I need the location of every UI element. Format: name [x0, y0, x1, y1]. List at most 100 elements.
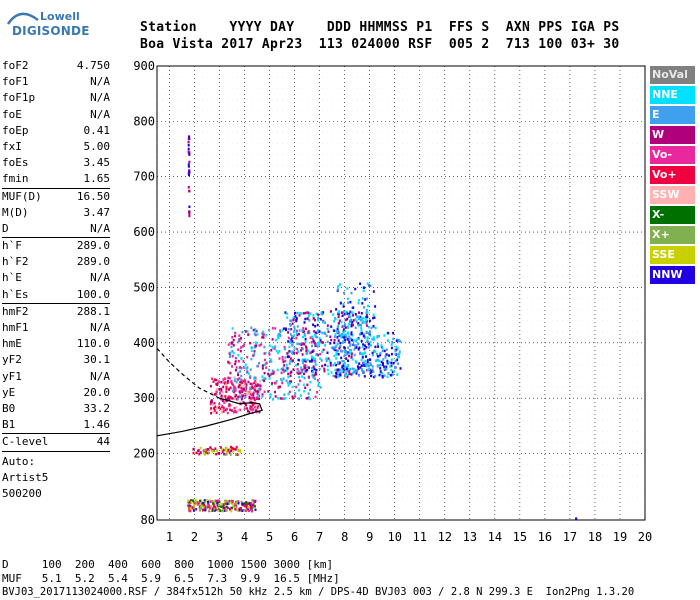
echo-point: [245, 383, 248, 386]
echo-point: [240, 386, 243, 390]
echo-point: [294, 311, 296, 315]
echo-point: [324, 363, 327, 367]
echo-point: [318, 367, 321, 371]
echo-point: [350, 349, 352, 352]
echo-point: [342, 330, 345, 333]
echo-point: [295, 336, 298, 340]
echo-point: [343, 310, 346, 314]
param-value: 3.45: [83, 156, 111, 170]
param-value: 1.46: [83, 418, 111, 432]
echo-point: [206, 499, 209, 502]
echo-point: [304, 358, 307, 361]
echo-point: [211, 507, 214, 510]
echo-point: [283, 364, 286, 367]
echo-point: [337, 360, 339, 364]
echo-point: [249, 341, 252, 345]
param-label: B1: [2, 418, 16, 432]
echo-point: [358, 346, 361, 349]
echo-point: [363, 286, 366, 289]
echo-point: [230, 445, 232, 449]
echo-point: [298, 314, 301, 317]
echo-point: [308, 360, 311, 363]
echo-point: [337, 339, 340, 342]
echo-point: [251, 505, 254, 509]
echo-point: [226, 407, 228, 411]
echo-point: [352, 314, 354, 317]
echo-point: [351, 358, 354, 361]
echo-point: [303, 333, 306, 336]
echo-point: [275, 380, 278, 383]
echo-point: [386, 375, 389, 378]
echo-point: [231, 354, 234, 358]
echo-point: [250, 349, 253, 352]
echo-point: [340, 320, 343, 324]
param-row: B1 1.46: [2, 417, 110, 433]
echo-point: [288, 323, 291, 326]
echo-point: [359, 351, 362, 355]
echo-point: [335, 375, 338, 379]
echo-point: [223, 500, 226, 504]
echo-point: [392, 362, 395, 365]
echo-point: [307, 396, 310, 399]
echo-point: [346, 338, 349, 341]
echo-point: [237, 500, 240, 503]
echo-point: [317, 353, 319, 357]
echo-point: [334, 317, 337, 321]
echo-point: [304, 337, 307, 341]
y-tick-label: 800: [133, 114, 155, 128]
echo-point: [285, 328, 287, 332]
echo-point: [225, 453, 228, 456]
echo-point: [238, 339, 241, 342]
echo-point: [249, 397, 252, 400]
echo-point: [269, 373, 272, 376]
echo-point: [258, 397, 261, 401]
echo-point: [284, 356, 287, 359]
echo-point: [360, 339, 363, 343]
echo-point: [187, 140, 190, 144]
echo-point: [319, 318, 322, 321]
echo-point: [229, 386, 232, 389]
echo-point: [269, 393, 272, 396]
echo-point: [362, 289, 365, 292]
echo-cluster: [187, 135, 191, 218]
echo-point: [250, 346, 253, 349]
echo-point: [309, 388, 312, 392]
echo-point: [230, 449, 233, 452]
echo-point: [326, 368, 329, 372]
echo-point: [342, 370, 345, 374]
echo-point: [251, 383, 254, 386]
echo-point: [256, 333, 259, 336]
echo-point: [344, 323, 347, 326]
echo-point: [370, 326, 373, 330]
param-row: M(D) 3.47: [2, 205, 110, 221]
echo-point: [252, 392, 255, 396]
echo-point: [279, 330, 282, 334]
echo-point: [213, 409, 216, 412]
echo-point: [222, 505, 225, 508]
param-row: hmE 110.0: [2, 336, 110, 352]
echo-point: [305, 370, 308, 373]
param-value: N/A: [90, 321, 110, 334]
echo-point: [316, 379, 319, 382]
param-row: B0 33.2: [2, 401, 110, 417]
echo-point: [366, 315, 369, 319]
echo-point: [296, 325, 299, 328]
echo-point: [251, 402, 254, 405]
echo-point: [332, 346, 335, 349]
echo-point: [258, 410, 261, 414]
echo-point: [372, 350, 375, 353]
echo-point: [293, 327, 296, 331]
echo-point: [229, 408, 232, 412]
echo-point: [317, 316, 320, 319]
x-tick-label: 16: [538, 530, 552, 544]
echo-point: [374, 326, 377, 330]
echo-point: [325, 357, 328, 360]
echo-point: [338, 362, 341, 365]
echo-point: [304, 340, 307, 343]
echo-point: [390, 352, 393, 356]
echo-point: [244, 395, 247, 399]
echo-point: [218, 402, 221, 406]
x-tick-label: 6: [291, 530, 298, 544]
parameter-panel: foF2 4.750 foF1 N/A foF1p N/A foE N/A foEp 0.41 fx…: [2, 58, 110, 502]
x-tick-label: 8: [341, 530, 348, 544]
